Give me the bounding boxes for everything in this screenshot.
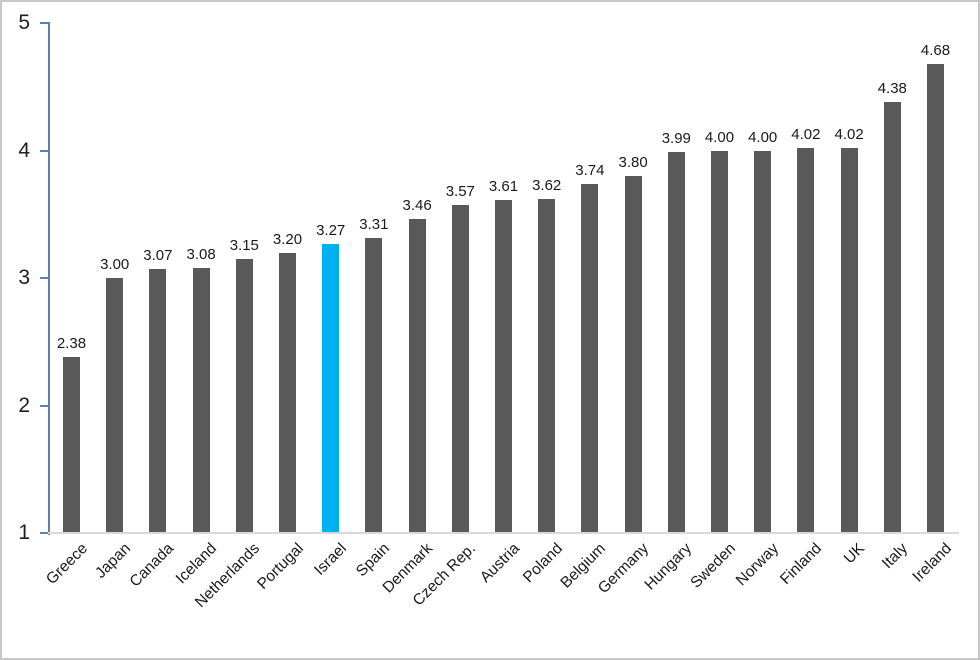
y-axis-line — [48, 22, 50, 535]
value-label-denmark: 3.46 — [402, 197, 432, 215]
bar-portugal — [279, 252, 296, 532]
y-axis-tick — [40, 149, 48, 152]
bar-belgium — [581, 183, 599, 532]
y-axis-tick — [40, 22, 48, 24]
y-axis-tick-label: 2 — [18, 393, 30, 417]
value-label-czech-rep: 3.57 — [445, 183, 475, 201]
y-axis-tick-label: 5 — [18, 11, 30, 34]
value-label-spain: 3.31 — [359, 216, 389, 234]
value-label-portugal: 3.20 — [272, 230, 303, 248]
bar-uk — [840, 147, 858, 532]
value-label-greece: 2.38 — [56, 335, 87, 353]
y-axis-tick — [40, 532, 48, 534]
value-label-canada: 3.07 — [143, 247, 173, 265]
value-label-japan: 3.00 — [100, 256, 130, 273]
y-axis-tick — [40, 404, 48, 407]
value-label-austria: 3.61 — [488, 178, 519, 196]
value-label-iceland: 3.08 — [186, 245, 216, 263]
bar-denmark — [408, 219, 426, 532]
value-label-hungary: 3.99 — [661, 129, 691, 147]
y-axis-tick-label: 3 — [18, 266, 30, 289]
value-label-netherlands: 3.15 — [229, 236, 259, 254]
value-label-italy: 4.38 — [877, 80, 907, 98]
bar-austria — [495, 200, 512, 532]
bar-netherlands — [235, 258, 253, 532]
value-label-sweden: 4.00 — [704, 128, 735, 146]
value-label-belgium: 3.74 — [575, 161, 605, 179]
bar-spain — [365, 238, 383, 532]
y-axis-tick — [40, 277, 48, 279]
value-label-poland: 3.62 — [532, 176, 562, 194]
value-label-finland: 4.02 — [791, 125, 821, 143]
category-label-ireland: Ireland — [908, 540, 955, 586]
bar-japan — [106, 278, 124, 532]
value-label-norway: 4.00 — [748, 128, 778, 146]
bar-sweden — [711, 150, 728, 532]
value-label-israel: 3.27 — [316, 221, 346, 239]
bar-iceland — [192, 267, 210, 532]
bar-finland — [797, 147, 815, 532]
bar-italy — [883, 102, 901, 532]
bar-israel — [322, 243, 340, 532]
bar-norway — [754, 150, 772, 532]
value-label-germany: 3.80 — [618, 154, 648, 171]
x-axis-line — [48, 532, 959, 534]
bar-greece — [63, 357, 80, 532]
bar-ireland — [927, 63, 944, 532]
bar-canada — [149, 269, 167, 532]
bar-czech-rep — [451, 205, 469, 532]
value-label-ireland: 4.68 — [920, 41, 951, 59]
bar-germany — [624, 176, 642, 532]
y-axis-tick-label: 4 — [18, 138, 30, 162]
bar-poland — [538, 198, 556, 532]
y-axis-tick-label: 1 — [18, 521, 30, 544]
bar-hungary — [667, 151, 685, 532]
value-label-uk: 4.02 — [834, 125, 864, 143]
